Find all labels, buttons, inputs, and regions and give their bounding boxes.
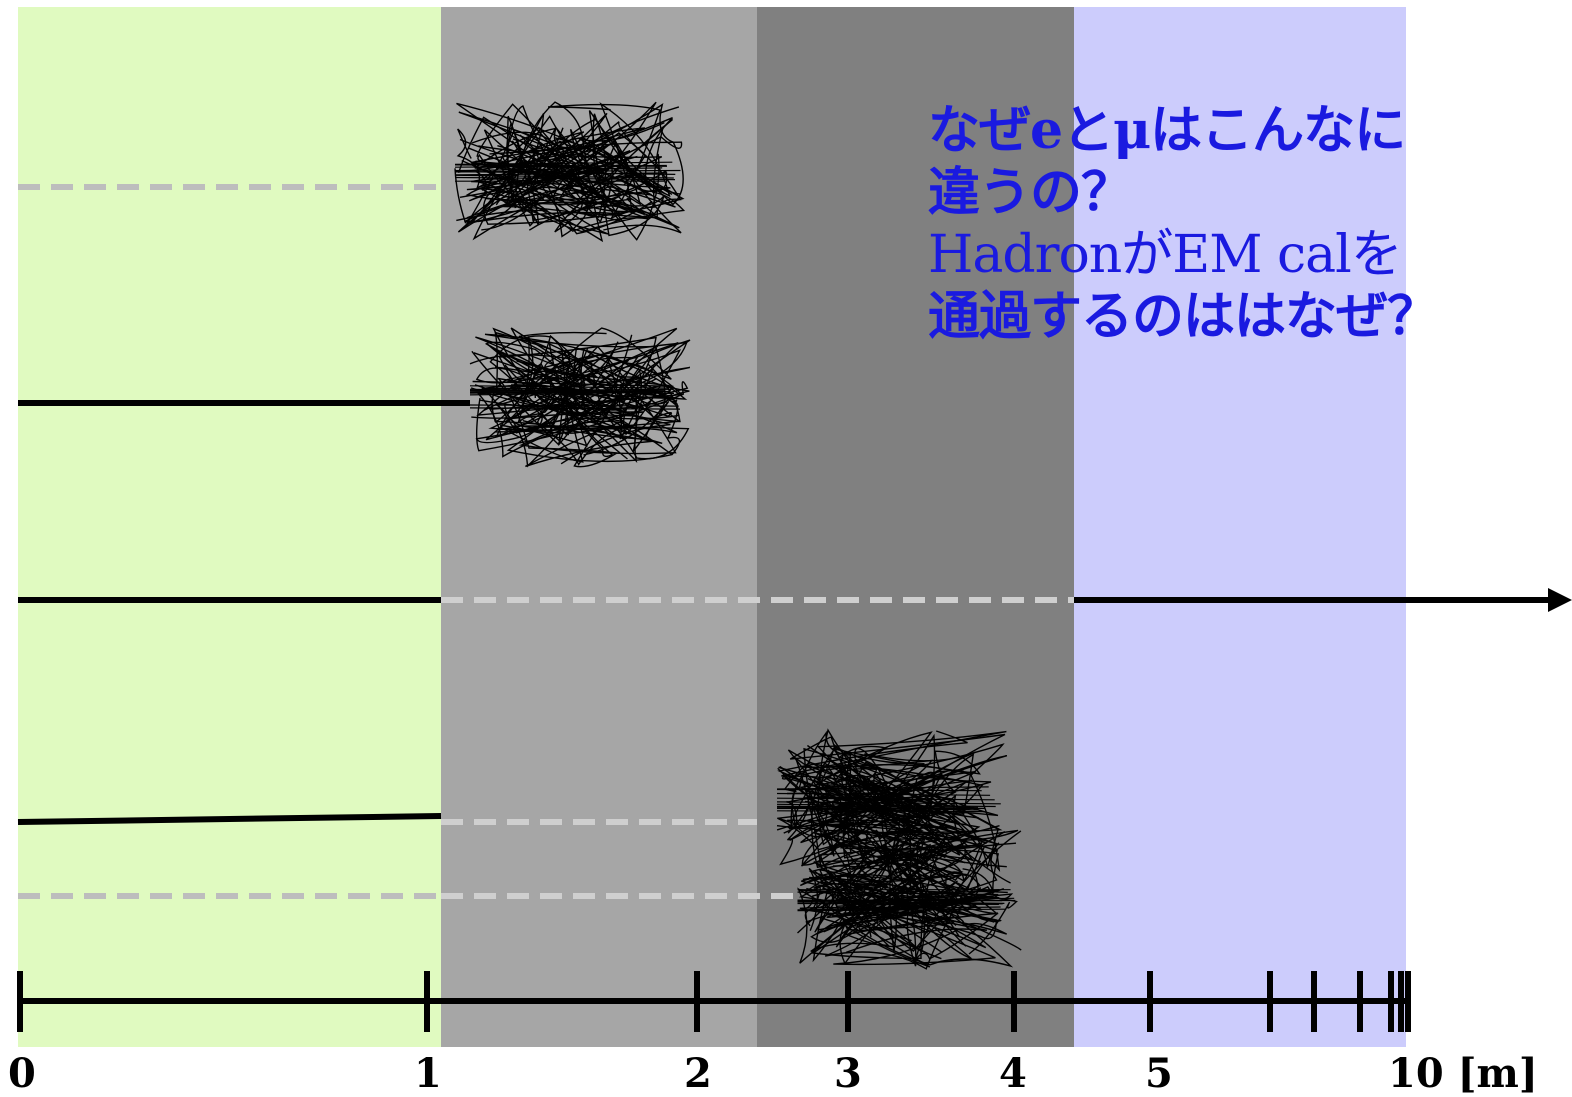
shower-core-track (454, 172, 668, 176)
tick-label-4: 4 (999, 1050, 1027, 1097)
shower-core-track (797, 902, 999, 906)
tick-label-2: 2 (684, 1050, 712, 1097)
shower-track (475, 341, 688, 422)
scale-axis-ticks (17, 971, 1411, 1032)
question-text: なぜeとμはこんなに 違うの？ HadronがEM calを 通過するのははなぜ… (928, 100, 1568, 348)
muon-region (1074, 7, 1406, 1047)
shower-core-track (454, 167, 663, 172)
shower-track (482, 354, 642, 468)
shower-core-track (776, 805, 979, 808)
photon-em-shower (454, 101, 686, 243)
shower-core-track (454, 169, 681, 173)
shower-track (808, 845, 964, 960)
shower-track (470, 327, 680, 420)
shower-track (503, 359, 668, 430)
shower-track (812, 829, 1000, 963)
neutral-hadron-shower (797, 829, 1022, 970)
shower-track (456, 102, 685, 229)
shower-track (813, 831, 986, 953)
shower-core-track (454, 176, 676, 181)
charged-hadron-track (17, 813, 442, 825)
shower-track (475, 335, 587, 444)
shower-track (474, 327, 678, 447)
question-line-1: なぜeとμはこんなに (928, 100, 1406, 161)
shower-core-track (776, 792, 991, 796)
shower-track (808, 867, 891, 953)
shower-track (798, 743, 1005, 836)
shower-track (506, 121, 668, 222)
shower-core-track (797, 891, 999, 896)
shower-track (812, 868, 977, 932)
shower-core-track (776, 803, 996, 808)
electron-em-shower (469, 325, 691, 468)
muon-arrowhead (1548, 588, 1572, 612)
tracker-region (18, 7, 441, 1047)
tick-label-1: 1 (414, 1050, 442, 1097)
shower-track (805, 830, 988, 954)
shower-track (456, 171, 549, 222)
question-line-3: HadronがEM calを (928, 225, 1403, 285)
shower-core-track (469, 388, 667, 393)
shower-track (827, 864, 1000, 947)
shower-core-track (454, 164, 668, 167)
shower-track (477, 105, 623, 223)
tick-label-5: 5 (1145, 1050, 1173, 1097)
shower-core-track (776, 797, 995, 801)
shower-core-track (797, 908, 1007, 912)
shower-core-track (469, 404, 679, 407)
shower-core-track (454, 161, 673, 165)
shower-track (464, 144, 622, 231)
shower-track (497, 347, 688, 447)
shower-core-track (797, 901, 1003, 905)
shower-core-track (469, 407, 681, 410)
question-line-2: 違うの？ (928, 162, 1133, 223)
shower-core-track (776, 801, 1001, 805)
shower-track (484, 327, 672, 406)
shower-track (786, 730, 852, 854)
shower-core-track (776, 788, 982, 792)
tick-label-10: 10 [m] (1388, 1050, 1538, 1097)
shower-track (516, 349, 682, 456)
shower-core-track (454, 174, 674, 179)
tick-label-3: 3 (834, 1050, 862, 1097)
shower-track (813, 849, 1011, 916)
question-line-4: 通過するのははなぜ？ (928, 286, 1439, 347)
shower-core-track (776, 786, 989, 790)
tick-label-0: 0 (8, 1050, 36, 1097)
shower-track (819, 832, 1014, 968)
shower-track (806, 745, 959, 849)
shower-track (503, 129, 660, 241)
shower-track (802, 865, 1022, 951)
shower-core-track (797, 906, 1001, 911)
shower-track (801, 755, 1008, 845)
shower-track (456, 103, 684, 206)
shower-core-track (469, 385, 670, 389)
shower-track (801, 837, 952, 948)
shower-track (511, 126, 664, 235)
shower-core-track (776, 810, 985, 813)
